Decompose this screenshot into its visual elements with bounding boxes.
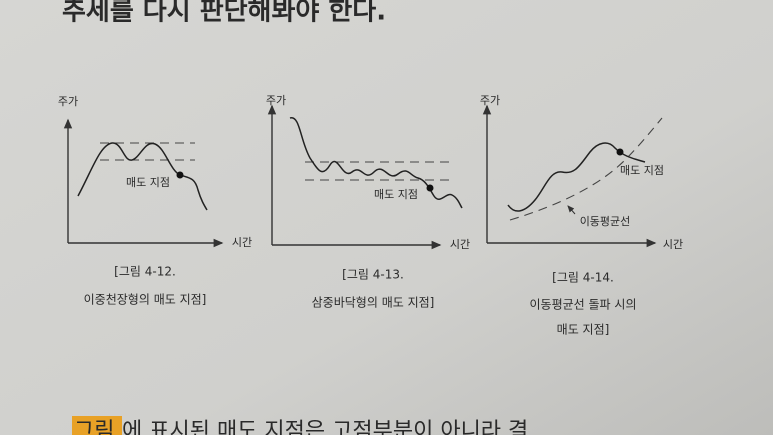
x-label: 시간 (232, 236, 252, 249)
figure: 주가 시간 매도 지점 [그림 4-13. 삼중바닥형의 매도 지점] (266, 94, 470, 310)
caption: [그림 4-14. (552, 271, 614, 285)
caption: 이동평균선 돌파 시의 (530, 298, 637, 312)
moving-average (509, 117, 663, 221)
annotation: 매도 지점 (374, 188, 418, 201)
price-curve (507, 142, 646, 212)
dashed-line (305, 161, 455, 181)
x-label: 시간 (450, 238, 470, 251)
caption: [그림 4-13. (342, 268, 404, 282)
y-label: 주가 (266, 94, 286, 107)
y-label: 주가 (480, 94, 500, 107)
price-curve (289, 117, 463, 209)
y-label: 주가 (58, 95, 78, 108)
caption: [그림 4-12. (114, 265, 176, 279)
footer-text: 에 표시된 매도 지점은 고점부분이 아니라 결 (122, 419, 528, 435)
sell-point (176, 171, 184, 179)
sell-point (616, 148, 624, 156)
x-label: 시간 (663, 238, 683, 251)
caption: 삼중바닥형의 매도 지점] (312, 296, 435, 310)
price-curve (77, 142, 208, 211)
annotation: 매도 지점 (126, 176, 170, 189)
header-text: 추세를 다시 판단해봐야 한다. (62, 0, 386, 27)
highlight (72, 416, 122, 435)
footer-highlight: 그림 (74, 419, 114, 435)
pointer-arrow (567, 205, 576, 215)
sell-point (426, 184, 434, 192)
figure: 주가 시간 매도 지점 이동평균선 [그림 4-14. 이동평균선 돌파 시의 … (480, 94, 683, 337)
figure: 주가 시간 매도 지점 [그림 4-12. 이중천장형의 매도 지점] (58, 95, 252, 307)
annotation: 이동평균선 (580, 215, 631, 228)
caption: 이중천장형의 매도 지점] (84, 292, 207, 307)
caption: 매도 지점] (557, 323, 610, 337)
annotation: 매도 지점 (620, 164, 664, 177)
